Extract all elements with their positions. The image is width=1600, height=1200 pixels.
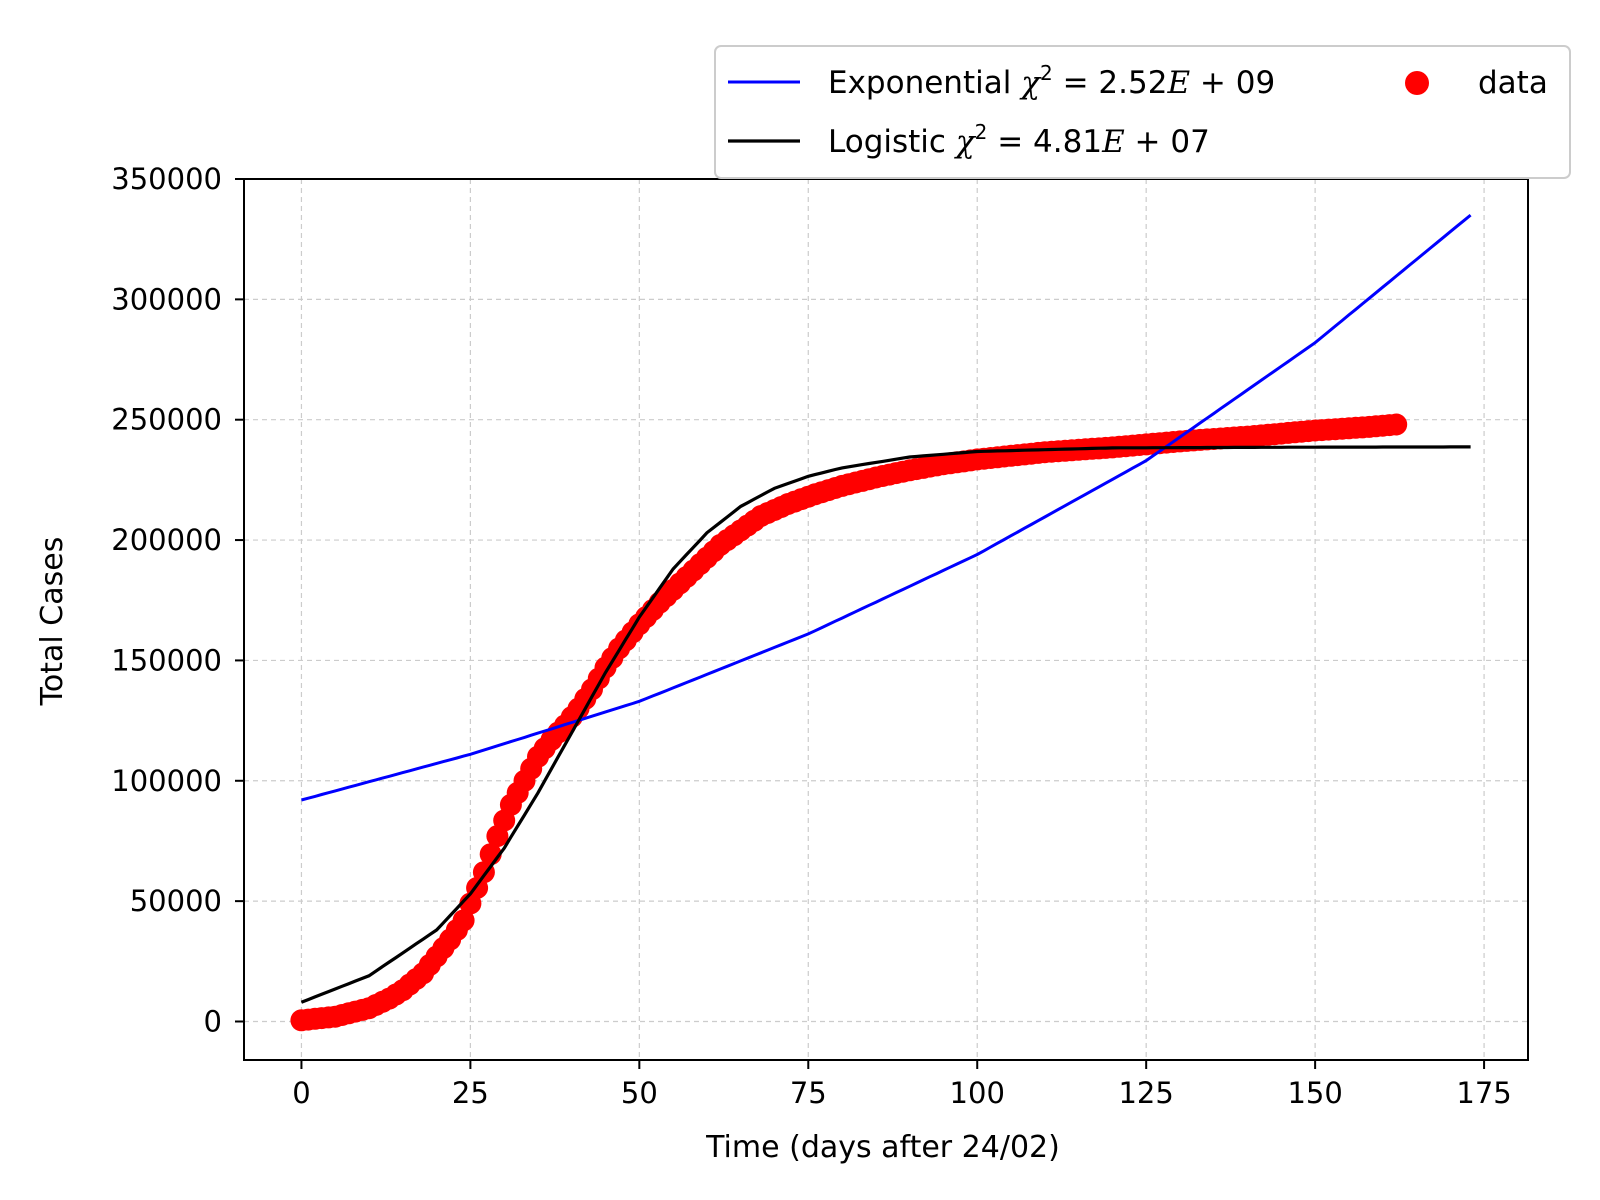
x-tick-label: 75	[790, 1076, 827, 1110]
logistic-fit-line	[300, 445, 1471, 1004]
x-axis-title: Time (days after 24/02)	[705, 1130, 1060, 1165]
x-tick-label: 0	[292, 1076, 310, 1110]
y-axis-title: Total Cases	[35, 537, 70, 707]
x-tick-label: 25	[452, 1076, 489, 1110]
data-scatter-series	[290, 413, 1408, 1032]
data-point	[1385, 413, 1408, 436]
y-tick-label: 150000	[111, 643, 222, 677]
exponential-fit-line	[301, 213, 1472, 802]
x-tick-labels: 0 25 50 75 100 125 150 175	[292, 1076, 1512, 1110]
plot-marks	[290, 213, 1472, 1032]
y-tick-label: 0	[204, 1004, 222, 1038]
y-tick-label: 350000	[111, 162, 222, 196]
x-tick-label: 50	[621, 1076, 658, 1110]
legend-data-swatch	[1405, 71, 1429, 95]
legend: Exponential χ2 = 2.52E + 09 Logistic χ2 …	[714, 45, 1571, 179]
y-tick-label: 50000	[130, 884, 222, 918]
x-tick-label: 100	[950, 1076, 1005, 1110]
y-tick-label: 300000	[111, 282, 222, 316]
data-point	[452, 909, 475, 932]
y-tick-label: 200000	[111, 523, 222, 557]
legend-data-label: data	[1478, 65, 1548, 101]
axis-ticks	[235, 178, 1486, 1069]
gridlines	[244, 178, 1528, 1060]
legend-exponential-label: Exponential χ2 = 2.52E + 09	[828, 61, 1275, 101]
y-tick-labels: 0 50000 100000 150000 200000 250000 300000 3500…	[111, 162, 222, 1038]
x-tick-label: 125	[1118, 1076, 1173, 1110]
legend-logistic-label: Logistic χ2 = 4.81E + 07	[828, 120, 1210, 160]
y-tick-label: 250000	[111, 403, 222, 437]
x-tick-label: 150	[1287, 1076, 1342, 1110]
legend-box	[714, 45, 1571, 179]
y-tick-label: 100000	[111, 764, 222, 798]
x-tick-label: 175	[1456, 1076, 1511, 1110]
